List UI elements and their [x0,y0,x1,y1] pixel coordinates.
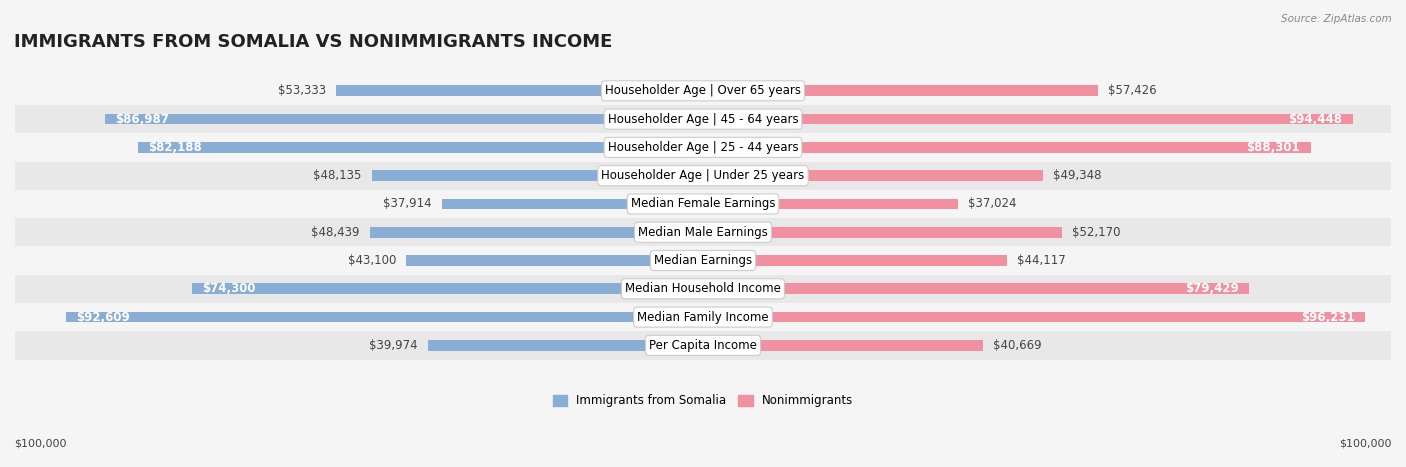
Bar [703,283,1250,294]
Text: $48,135: $48,135 [314,169,361,182]
Bar [336,85,703,96]
Text: Householder Age | 45 - 64 years: Householder Age | 45 - 64 years [607,113,799,126]
Text: $48,439: $48,439 [311,226,360,239]
Text: $100,000: $100,000 [1340,439,1392,448]
Bar [371,170,703,181]
Text: $74,300: $74,300 [202,282,256,295]
Text: $44,117: $44,117 [1017,254,1066,267]
Bar [703,142,1310,153]
Text: $40,669: $40,669 [993,339,1042,352]
Text: $79,429: $79,429 [1185,282,1239,295]
Text: Householder Age | 25 - 44 years: Householder Age | 25 - 44 years [607,141,799,154]
Bar [15,77,1391,105]
Bar [703,114,1353,125]
Bar [15,331,1391,360]
Text: $57,426: $57,426 [1108,85,1157,97]
Text: $96,231: $96,231 [1301,311,1355,324]
Legend: Immigrants from Somalia, Nonimmigrants: Immigrants from Somalia, Nonimmigrants [548,390,858,412]
Bar [15,105,1391,133]
Bar [703,311,1365,322]
Text: $37,914: $37,914 [384,198,432,211]
Bar [15,275,1391,303]
Bar [15,190,1391,218]
Text: Median Earnings: Median Earnings [654,254,752,267]
Bar [370,227,703,238]
Text: $82,188: $82,188 [148,141,201,154]
Bar [703,198,957,209]
Text: $49,348: $49,348 [1053,169,1101,182]
Bar [441,198,703,209]
Bar [15,303,1391,331]
Bar [138,142,703,153]
Text: $37,024: $37,024 [969,198,1017,211]
Text: Householder Age | Under 25 years: Householder Age | Under 25 years [602,169,804,182]
Text: $52,170: $52,170 [1073,226,1121,239]
Text: Median Male Earnings: Median Male Earnings [638,226,768,239]
Bar [703,85,1098,96]
Text: $100,000: $100,000 [14,439,66,448]
Bar [191,283,703,294]
Bar [703,340,983,351]
Bar [703,170,1042,181]
Text: Median Female Earnings: Median Female Earnings [631,198,775,211]
Bar [66,311,703,322]
Text: Householder Age | Over 65 years: Householder Age | Over 65 years [605,85,801,97]
Bar [15,133,1391,162]
Bar [427,340,703,351]
Text: $43,100: $43,100 [347,254,396,267]
Text: $39,974: $39,974 [368,339,418,352]
Bar [703,255,1007,266]
Bar [15,162,1391,190]
Bar [15,247,1391,275]
Bar [104,114,703,125]
Text: Source: ZipAtlas.com: Source: ZipAtlas.com [1281,14,1392,24]
Text: Median Family Income: Median Family Income [637,311,769,324]
Text: Median Household Income: Median Household Income [626,282,780,295]
Text: $88,301: $88,301 [1247,141,1301,154]
Text: $86,987: $86,987 [115,113,169,126]
Text: $94,448: $94,448 [1288,113,1343,126]
Text: IMMIGRANTS FROM SOMALIA VS NONIMMIGRANTS INCOME: IMMIGRANTS FROM SOMALIA VS NONIMMIGRANTS… [14,33,613,51]
Text: $53,333: $53,333 [277,85,326,97]
Text: $92,609: $92,609 [76,311,129,324]
Bar [703,227,1062,238]
Bar [406,255,703,266]
Bar [15,218,1391,247]
Text: Per Capita Income: Per Capita Income [650,339,756,352]
